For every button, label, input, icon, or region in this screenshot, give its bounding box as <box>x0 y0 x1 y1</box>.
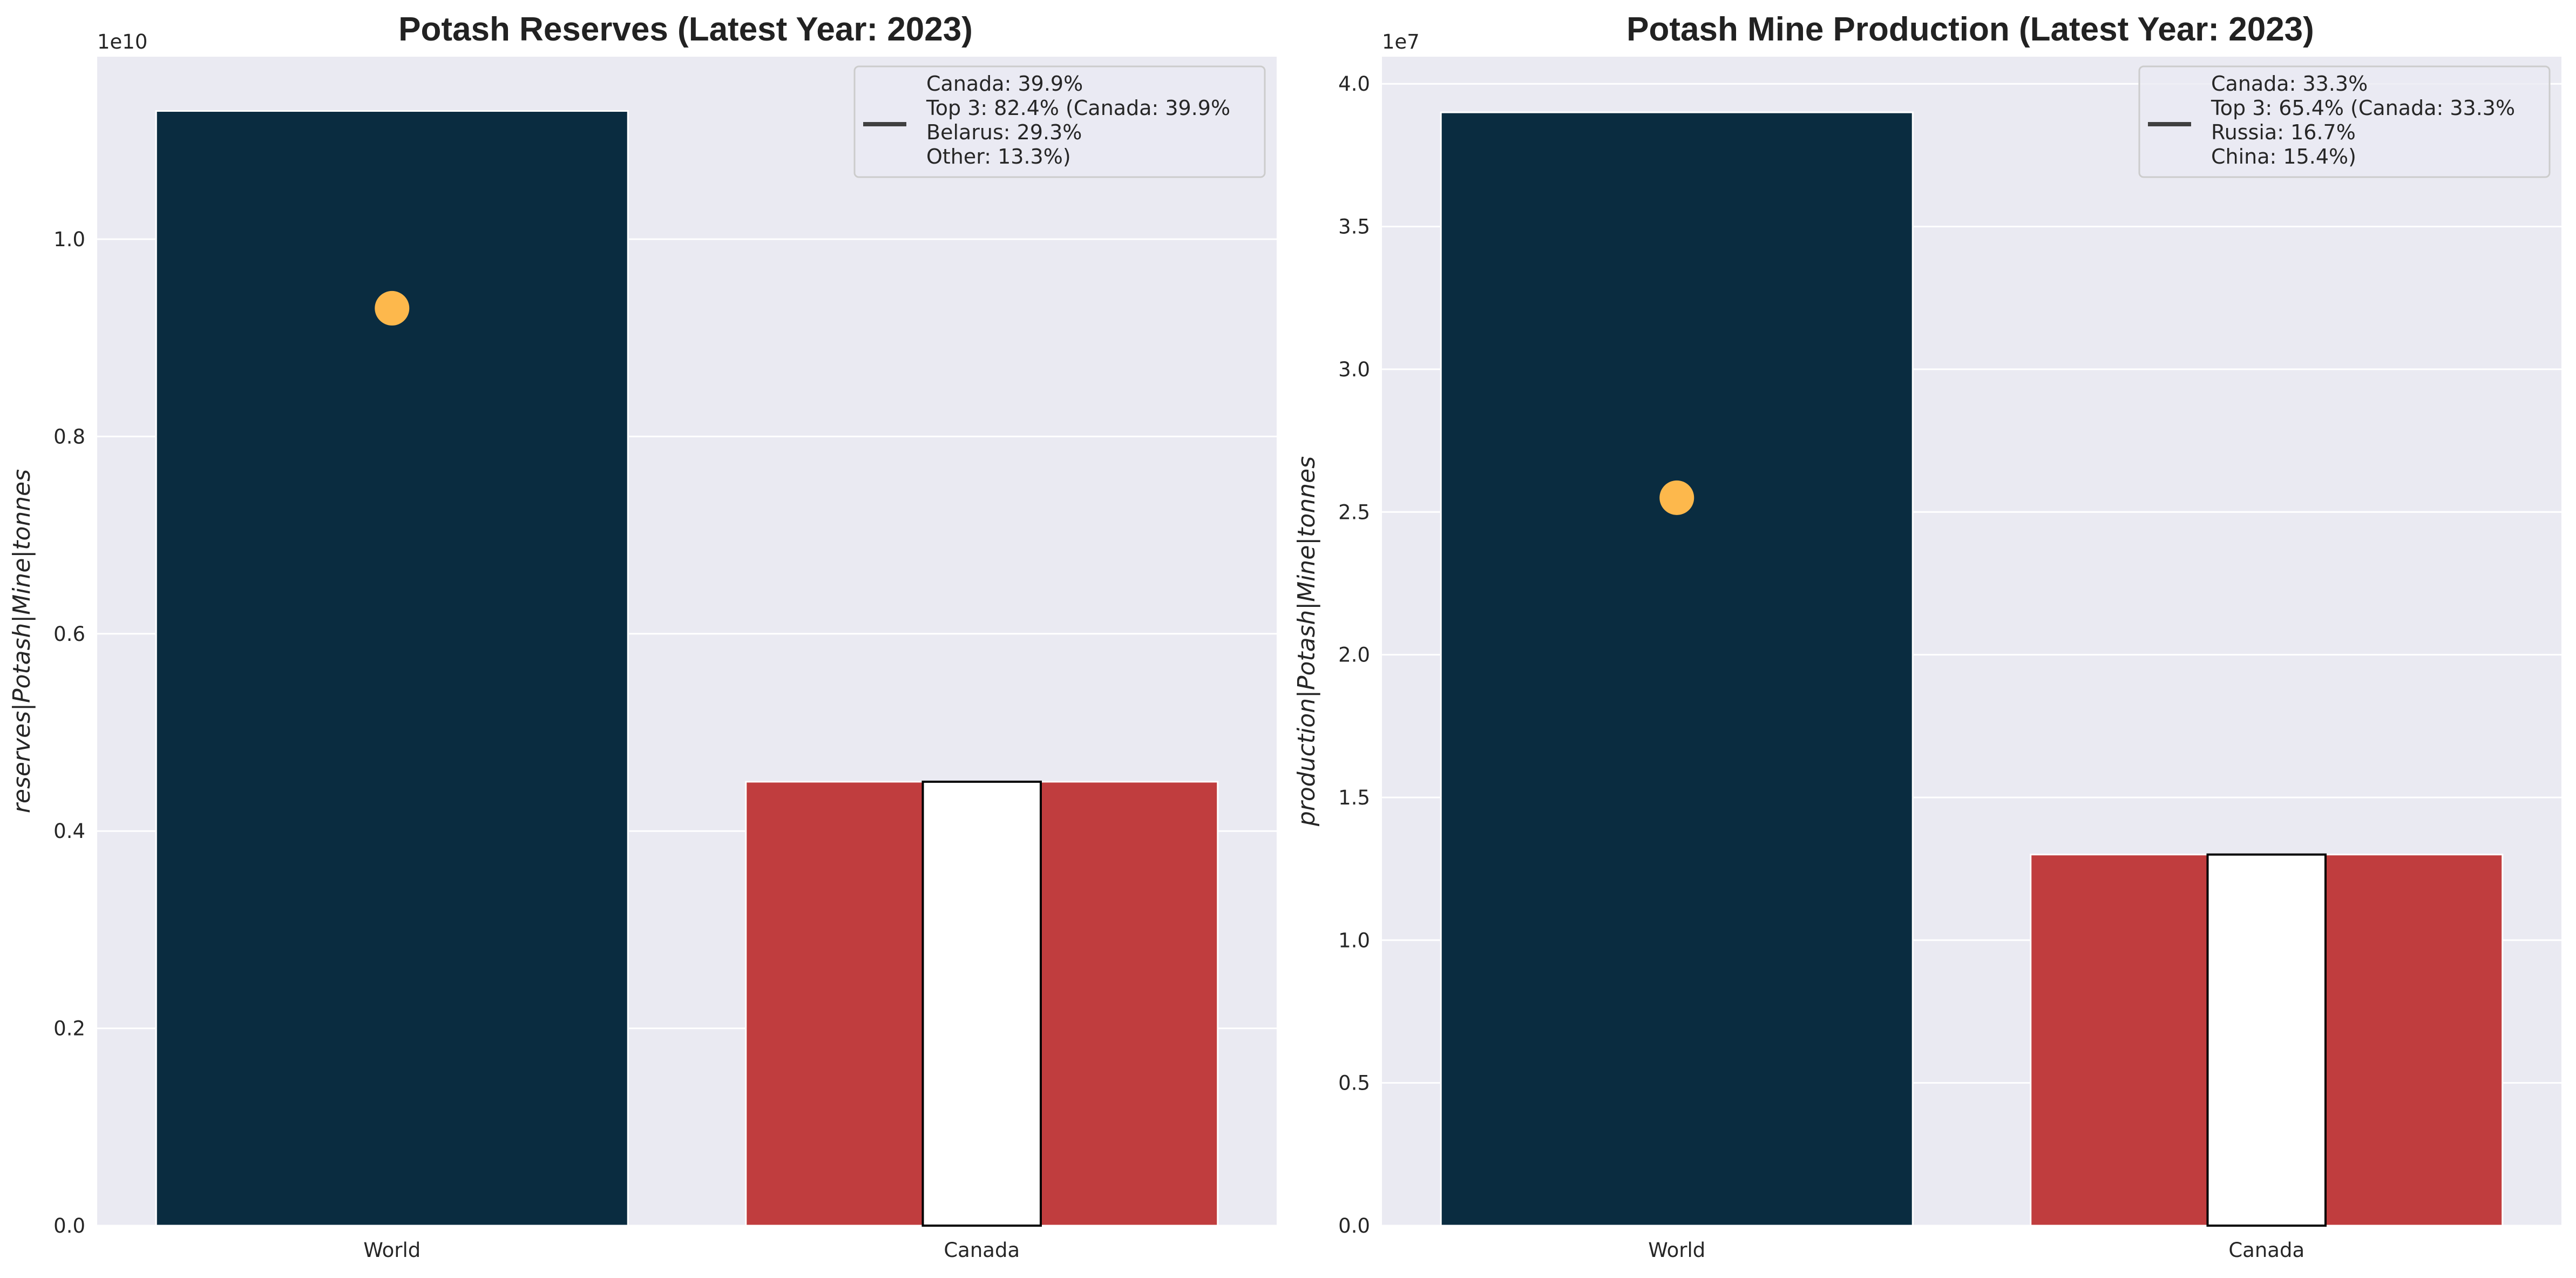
x-tick-label: World <box>363 1239 421 1262</box>
y-tick-label: 0.8 <box>53 425 85 448</box>
legend-text-line: Other: 13.3%) <box>926 145 1071 168</box>
y-tick-label: 3.5 <box>1338 215 1370 239</box>
y-tick-label: 2.0 <box>1338 644 1370 667</box>
chart-panel-1: 0.0 0.2 0.4 0.6 0.8 1.0 1e10 World Canada Potash … <box>8 11 1277 1262</box>
chart-panel-2: 0.0 0.5 1.0 1.5 2.0 2.5 3.0 3.5 4.0 1e7 World Canad… <box>1293 11 2561 1262</box>
x-tick-label: Canada <box>944 1239 1020 1262</box>
y-tick-label: 0.6 <box>53 623 85 646</box>
y-tick-label: 0.4 <box>53 820 85 843</box>
y-tick-label: 0.0 <box>1338 1214 1370 1238</box>
inner-bar-canada <box>2206 853 2327 1227</box>
y-tick-label: 4.0 <box>1338 72 1370 96</box>
marker-point <box>1659 480 1694 515</box>
chart-title: Potash Reserves (Latest Year: 2023) <box>398 11 973 48</box>
legend-text-line: Canada: 39.9% <box>926 72 1083 96</box>
legend-text-line: China: 15.4%) <box>2211 145 2356 168</box>
y-tick-label: 0.5 <box>1338 1072 1370 1095</box>
y-axis-label: reserves|Potash|Mine|tonnes <box>8 469 36 813</box>
legend-text-line: Belarus: 29.3% <box>926 120 1082 144</box>
inner-bar-canada <box>921 780 1042 1227</box>
legend: Canada: 39.9%Top 3: 82.4% (Canada: 39.9%… <box>853 65 1266 178</box>
bar-world <box>1440 111 1914 1227</box>
y-tick-label: 3.0 <box>1338 358 1370 381</box>
x-tick-label: Canada <box>2228 1239 2304 1262</box>
y-offset-label: 1e7 <box>1382 30 1420 53</box>
y-tick-label: 0.0 <box>53 1214 85 1238</box>
bar-world <box>155 110 629 1227</box>
marker-point <box>375 290 410 326</box>
y-tick-label: 0.2 <box>53 1017 85 1040</box>
y-tick-label: 1.0 <box>1338 929 1370 952</box>
y-tick-label: 2.5 <box>1338 501 1370 524</box>
legend-box <box>853 65 1266 178</box>
legend-text-line: Canada: 33.3% <box>2211 72 2368 96</box>
chart-title: Potash Mine Production (Latest Year: 202… <box>1626 11 2314 48</box>
legend-text-line: Top 3: 82.4% (Canada: 39.9% <box>926 96 1230 120</box>
legend-box <box>2138 65 2551 178</box>
legend-text-line: Russia: 16.7% <box>2211 120 2356 144</box>
y-tick-label: 1.0 <box>53 228 85 251</box>
y-offset-label: 1e10 <box>97 30 147 53</box>
y-tick-label: 1.5 <box>1338 786 1370 809</box>
legend: Canada: 33.3%Top 3: 65.4% (Canada: 33.3%… <box>2138 65 2551 178</box>
x-tick-label: World <box>1648 1239 1705 1262</box>
legend-text-line: Top 3: 65.4% (Canada: 33.3% <box>2211 96 2515 120</box>
y-axis-label: production|Potash|Mine|tonnes <box>1293 456 1320 827</box>
